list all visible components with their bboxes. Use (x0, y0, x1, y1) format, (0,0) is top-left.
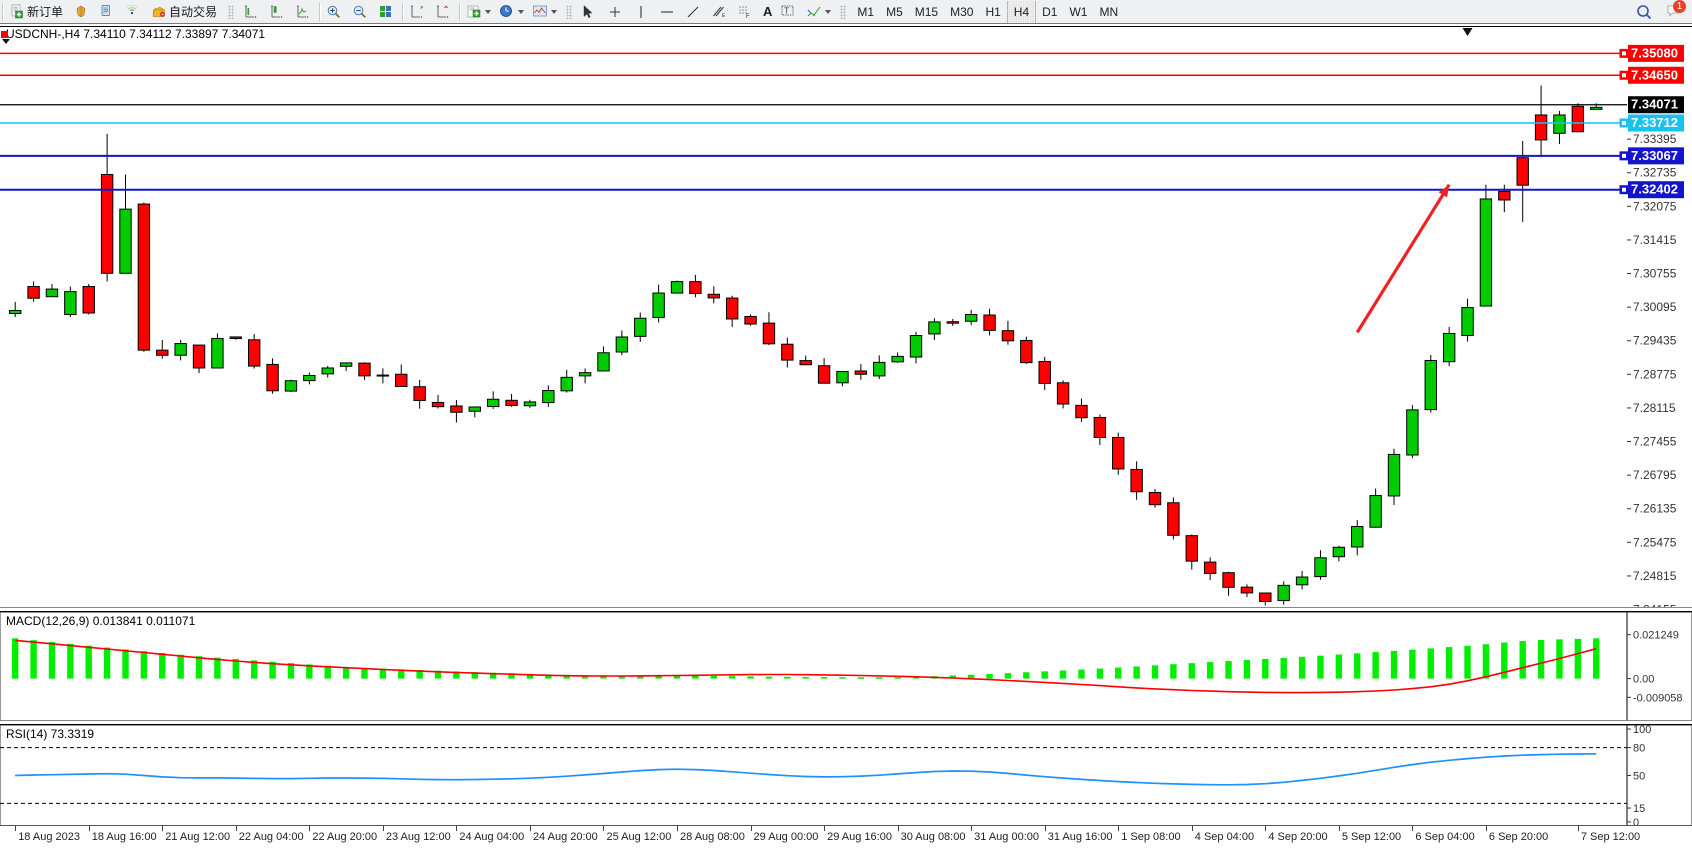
svg-text:7.29435: 7.29435 (1633, 334, 1677, 348)
svg-text:7.33395: 7.33395 (1633, 132, 1677, 146)
svg-text:7.34650: 7.34650 (1631, 67, 1678, 82)
svg-text:7.28775: 7.28775 (1633, 367, 1677, 381)
svg-text:-0.009058: -0.009058 (1633, 692, 1683, 704)
svg-text:7.26135: 7.26135 (1633, 502, 1677, 516)
svg-text:7.32735: 7.32735 (1633, 166, 1677, 180)
svg-text:0.00: 0.00 (1633, 674, 1654, 686)
svg-text:100: 100 (1633, 725, 1651, 736)
svg-text:80: 80 (1633, 743, 1645, 755)
svg-text:7.34071: 7.34071 (1631, 97, 1678, 112)
svg-text:RSI(14) 73.3319: RSI(14) 73.3319 (6, 727, 94, 741)
svg-text:7.32075: 7.32075 (1633, 199, 1677, 213)
svg-text:15: 15 (1633, 803, 1645, 815)
svg-text:USDCNH-,H4 7.34110 7.34112 7.: USDCNH-,H4 7.34110 7.34112 7.33897 7.340… (6, 27, 265, 41)
svg-text:MACD(12,26,9) 0.013841 0.01107: MACD(12,26,9) 0.013841 0.011071 (6, 614, 196, 628)
svg-text:7.30095: 7.30095 (1633, 300, 1677, 314)
svg-text:7.35080: 7.35080 (1631, 45, 1678, 60)
svg-text:E: E (722, 13, 726, 19)
svg-text:7.33067: 7.33067 (1631, 148, 1678, 163)
svg-text:T: T (785, 6, 790, 15)
svg-text:7.26795: 7.26795 (1633, 468, 1677, 482)
svg-text:0.021249: 0.021249 (1633, 630, 1679, 642)
svg-text:7.27455: 7.27455 (1633, 435, 1677, 449)
svg-text:7.28115: 7.28115 (1633, 401, 1676, 415)
svg-text:7.25475: 7.25475 (1633, 535, 1677, 549)
svg-text:7.24815: 7.24815 (1633, 569, 1677, 583)
svg-text:7.33712: 7.33712 (1631, 115, 1678, 130)
svg-text:F: F (746, 14, 750, 20)
svg-text:50: 50 (1633, 771, 1645, 783)
svg-text:7.30755: 7.30755 (1633, 267, 1677, 281)
svg-text:7.32402: 7.32402 (1631, 182, 1678, 197)
svg-text:7.31415: 7.31415 (1633, 233, 1677, 247)
